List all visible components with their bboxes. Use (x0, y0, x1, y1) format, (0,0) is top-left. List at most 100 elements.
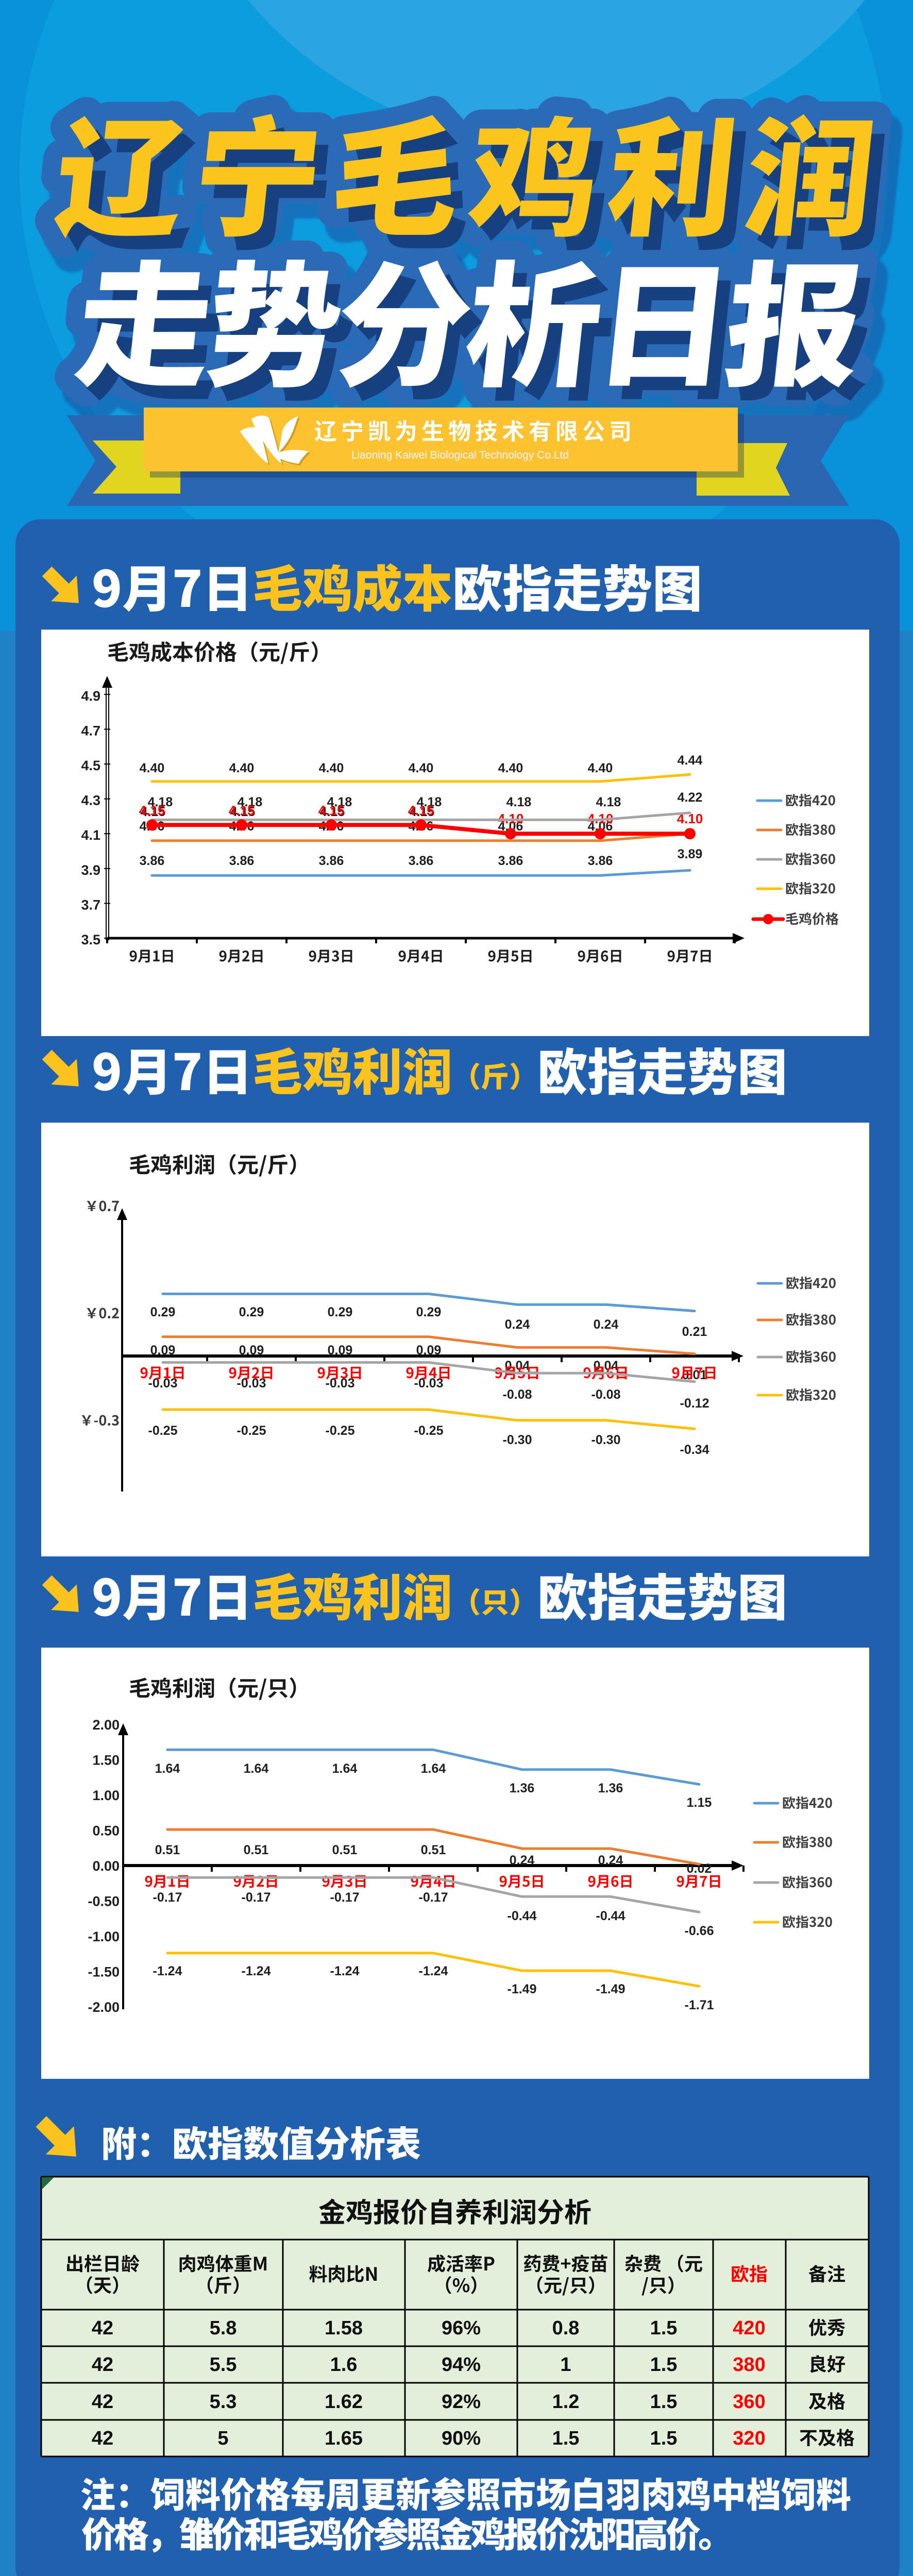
svg-text:4.40: 4.40 (588, 761, 613, 775)
svg-text:3.86: 3.86 (409, 854, 434, 868)
svg-text:0.51: 0.51 (332, 1843, 358, 1857)
svg-text:42: 42 (92, 2428, 113, 2449)
svg-text:4.18: 4.18 (596, 795, 621, 809)
svg-text:4.15: 4.15 (139, 803, 165, 818)
svg-text:-0.34: -0.34 (680, 1443, 709, 1457)
svg-text:-0.17: -0.17 (153, 1890, 182, 1905)
svg-text:3.7: 3.7 (81, 897, 100, 912)
svg-text:4.15: 4.15 (320, 805, 345, 819)
svg-text:4.40: 4.40 (409, 761, 434, 775)
svg-text:360: 360 (733, 2391, 765, 2413)
svg-text:94%: 94% (442, 2354, 481, 2376)
svg-text:320: 320 (733, 2428, 765, 2449)
svg-text:4.15: 4.15 (229, 803, 255, 818)
svg-text:4.18: 4.18 (417, 795, 442, 809)
svg-text:4.9: 4.9 (81, 688, 100, 704)
svg-text:42: 42 (92, 2317, 113, 2339)
svg-text:0.24: 0.24 (594, 1317, 619, 1332)
svg-text:1.62: 1.62 (325, 2391, 363, 2413)
svg-text:1.5: 1.5 (650, 2428, 678, 2449)
svg-text:1.50: 1.50 (92, 1753, 120, 1768)
svg-text:5.8: 5.8 (210, 2317, 237, 2339)
svg-text:0.21: 0.21 (682, 1325, 707, 1339)
svg-text:1.5: 1.5 (552, 2428, 580, 2449)
svg-text:4.40: 4.40 (319, 761, 344, 775)
svg-text:5: 5 (217, 2428, 228, 2449)
svg-text:3.86: 3.86 (229, 854, 255, 868)
svg-text:1.15: 1.15 (687, 1795, 712, 1810)
svg-text:4.44: 4.44 (678, 753, 703, 768)
svg-text:-0.30: -0.30 (503, 1433, 532, 1447)
svg-text:1.64: 1.64 (421, 1761, 446, 1776)
svg-text:4.22: 4.22 (678, 790, 703, 805)
svg-text:0.24: 0.24 (598, 1853, 623, 1868)
svg-text:4.40: 4.40 (140, 761, 165, 775)
svg-text:0.29: 0.29 (239, 1305, 264, 1319)
svg-text:1.5: 1.5 (650, 2391, 678, 2413)
svg-text:3.9: 3.9 (81, 862, 100, 878)
svg-text:0.09: 0.09 (239, 1343, 264, 1358)
svg-text:Liaoning Kaiwei Biological Tec: Liaoning Kaiwei Biological Technology Co… (351, 449, 569, 461)
svg-text:0.51: 0.51 (155, 1843, 180, 1857)
svg-text:42: 42 (92, 2391, 113, 2413)
svg-text:96%: 96% (442, 2317, 481, 2339)
svg-text:4.3: 4.3 (81, 793, 100, 808)
svg-text:-0.30: -0.30 (591, 1433, 621, 1447)
svg-text:42: 42 (92, 2354, 113, 2376)
svg-text:-0.25: -0.25 (148, 1423, 178, 1438)
svg-text:0.09: 0.09 (150, 1343, 176, 1358)
svg-text:0.09: 0.09 (416, 1343, 442, 1358)
svg-text:0.8: 0.8 (552, 2317, 580, 2339)
svg-text:-0.03: -0.03 (414, 1376, 444, 1391)
svg-text:-0.25: -0.25 (414, 1423, 444, 1438)
svg-text:-0.66: -0.66 (685, 1924, 714, 1938)
svg-text:-0.25: -0.25 (237, 1423, 266, 1438)
svg-text:0.50: 0.50 (92, 1823, 120, 1839)
svg-text:1.36: 1.36 (598, 1781, 623, 1795)
svg-text:4.40: 4.40 (498, 761, 523, 775)
svg-text:92%: 92% (442, 2391, 481, 2413)
svg-text:4.15: 4.15 (230, 805, 256, 819)
svg-text:4.40: 4.40 (229, 761, 255, 775)
svg-text:0.29: 0.29 (416, 1305, 442, 1319)
svg-text:2.00: 2.00 (92, 1717, 120, 1733)
svg-text:380: 380 (733, 2354, 765, 2376)
svg-text:-0.17: -0.17 (242, 1890, 271, 1905)
svg-text:1.58: 1.58 (325, 2317, 363, 2339)
svg-text:1.6: 1.6 (330, 2354, 358, 2376)
svg-text:-0.44: -0.44 (596, 1909, 625, 1923)
svg-text:3.5: 3.5 (81, 932, 100, 947)
svg-text:5.3: 5.3 (210, 2391, 237, 2413)
svg-text:-1.49: -1.49 (596, 1982, 625, 1996)
svg-text:90%: 90% (442, 2428, 481, 2449)
svg-text:-0.44: -0.44 (508, 1909, 537, 1923)
svg-text:1.65: 1.65 (325, 2428, 363, 2449)
svg-text:1.2: 1.2 (552, 2391, 580, 2413)
svg-text:-0.25: -0.25 (326, 1423, 355, 1438)
svg-text:-0.03: -0.03 (326, 1376, 355, 1391)
svg-text:3.86: 3.86 (319, 854, 344, 868)
svg-text:4.1: 4.1 (81, 827, 100, 843)
svg-text:4.18: 4.18 (238, 795, 263, 809)
svg-text:420: 420 (733, 2317, 765, 2339)
svg-text:1.5: 1.5 (650, 2354, 678, 2376)
svg-text:-2.00: -2.00 (88, 1999, 120, 2015)
svg-text:5.5: 5.5 (210, 2354, 237, 2376)
svg-text:0.29: 0.29 (150, 1305, 176, 1319)
svg-text:0.09: 0.09 (328, 1343, 353, 1358)
svg-text:3.89: 3.89 (678, 847, 703, 861)
svg-text:0.24: 0.24 (505, 1317, 530, 1332)
svg-text:4.15: 4.15 (410, 805, 435, 819)
svg-text:3.86: 3.86 (588, 854, 613, 868)
svg-text:1.64: 1.64 (244, 1761, 269, 1776)
svg-text:-0.03: -0.03 (148, 1376, 178, 1391)
svg-text:1.64: 1.64 (155, 1761, 180, 1776)
svg-text:0.00: 0.00 (92, 1858, 120, 1874)
svg-text:4.18: 4.18 (148, 795, 173, 809)
svg-text:-0.17: -0.17 (330, 1890, 360, 1905)
svg-text:0.24: 0.24 (510, 1853, 535, 1868)
svg-text:1.00: 1.00 (92, 1788, 120, 1803)
svg-text:0.29: 0.29 (328, 1305, 353, 1319)
svg-text:-1.24: -1.24 (153, 1964, 182, 1978)
svg-text:4.15: 4.15 (408, 803, 434, 818)
